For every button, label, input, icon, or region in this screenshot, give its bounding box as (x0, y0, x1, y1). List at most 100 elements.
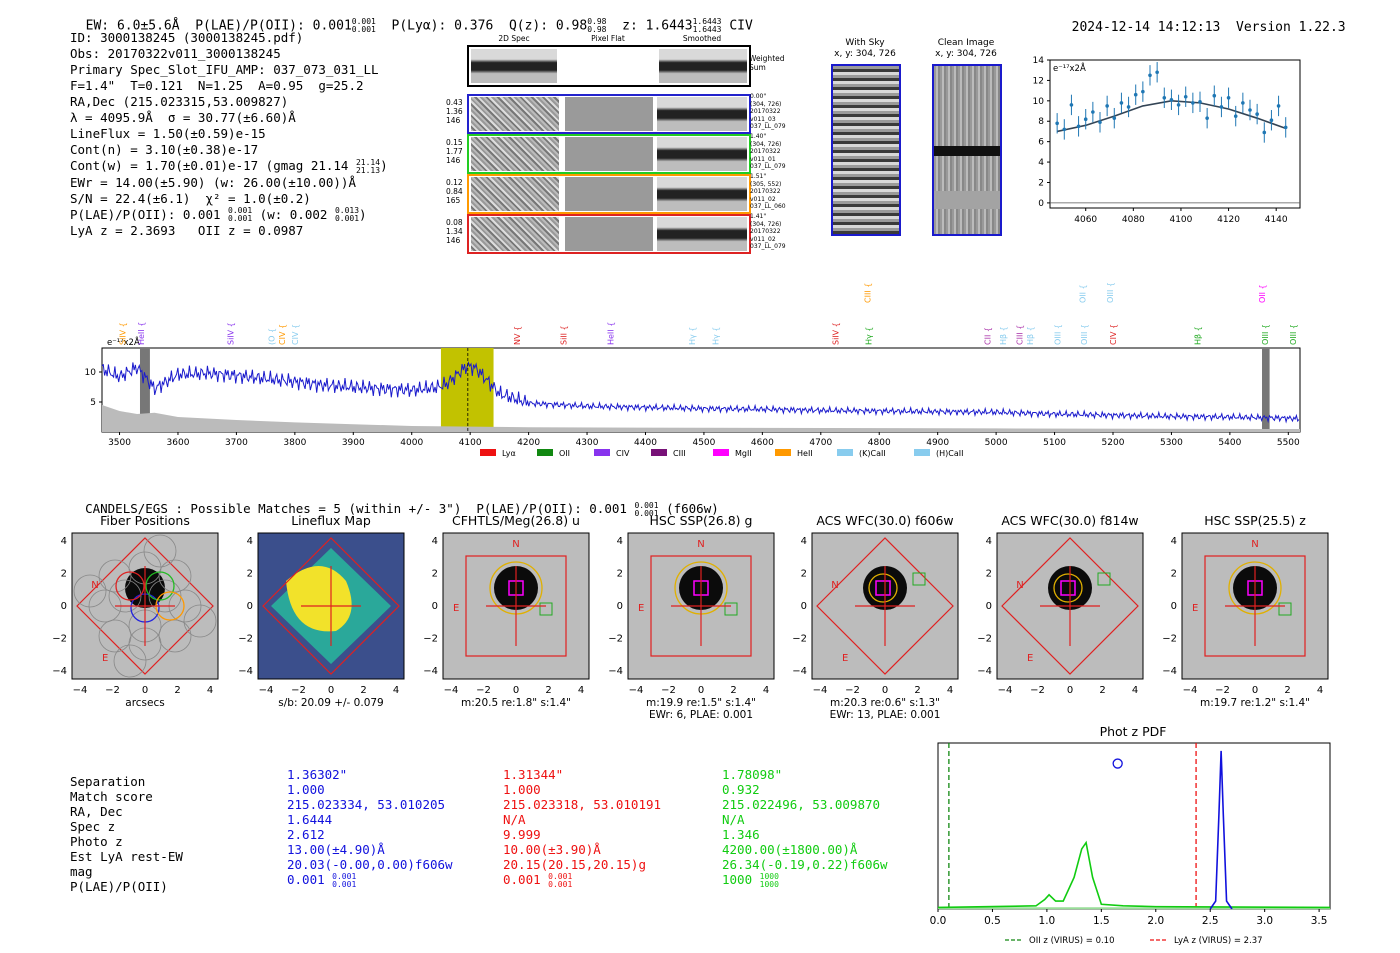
pz-xtick-label: 2.5 (1202, 915, 1219, 927)
thumb-ytick-label: −4 (238, 666, 253, 677)
thumb-xtick-label: 4 (578, 685, 584, 696)
thumb-xtick-label: −4 (1183, 685, 1198, 696)
compass-east: E (102, 653, 108, 664)
zoom-data-point (1155, 70, 1159, 75)
zoom-data-point (1119, 101, 1124, 105)
match-column-2: 1.78098" 0.932 215.022496, 53.009870 N/A 1.3… (722, 767, 888, 889)
spectrum-xtick-label: 4800 (868, 438, 891, 448)
header-line: CIV (729, 18, 753, 34)
thumb-ytick-label: 4 (986, 536, 992, 547)
zoom-ytick-label: 2 (1038, 178, 1044, 188)
zoom-data-point (1091, 110, 1095, 114)
thumb-footprint (1001, 537, 1139, 675)
thumb-match-marker (875, 580, 891, 596)
thumb-title: HSC SSP(25.5) z (1204, 513, 1306, 528)
flux-peak-region (286, 566, 352, 632)
pz-xtick-label: 3.0 (1256, 915, 1273, 927)
fiber-secondary (145, 571, 175, 601)
cutout-row-3 (467, 214, 751, 254)
thumb-panel-flux: 4 2 0 −2 −4 −4 −2 0 2 4 (238, 532, 405, 696)
zoom-data-point (1255, 112, 1259, 116)
spectrum-xtick-label: 4700 (809, 438, 832, 448)
thumb-ytick-label: 4 (247, 536, 253, 547)
fiber-circle (143, 534, 177, 568)
cutout-row-1-stats: 0.15 1.77 146 (446, 138, 463, 165)
header-ew: EW: 6.0±5.6Å (85, 18, 180, 34)
spectrum-legend-label: HeII (797, 449, 813, 458)
thumb-xtick-label: 2 (360, 685, 366, 696)
match-value: 4200.00(±1800.00)Å (722, 842, 858, 857)
thumb-xtick-label: 4 (1132, 685, 1138, 696)
spectrum-xtick-label: 4500 (692, 438, 715, 448)
thumb-ytick-label: 2 (986, 569, 992, 580)
thumb-footprint (1204, 555, 1306, 657)
zoom-data-point (1241, 101, 1245, 105)
thumb-panel-square: N E 4 2 0 −2 −4 −4 −2 0 2 4 (423, 532, 590, 696)
catalog-filter: (f606w) (666, 501, 719, 516)
thumb-ytick-label: 2 (61, 569, 67, 580)
compass-east: E (1192, 603, 1198, 614)
spectrum-xtick-label: 5200 (1102, 438, 1125, 448)
thumb-ytick-label: −2 (423, 634, 438, 645)
header-timestamp-block: 2024-12-14 14:12:13 Version 1.22.3 (1056, 5, 1346, 35)
info-id: ID: 3000138245 (3000138245.pdf) (70, 30, 304, 45)
match-value: 215.023334, 53.010205 (287, 797, 446, 812)
spectrum-legend-swatch (775, 449, 791, 456)
thumb-xtick-label: 0 (513, 685, 519, 696)
info-ewr: EWr = 14.00(±5.90) (w: 26.00(±10.00))Å (70, 174, 356, 190)
zoom-ytick-label: 12 (1033, 76, 1044, 86)
header-plae-range: 0.001 0.001 (351, 17, 376, 34)
zoom-data-point (1219, 105, 1224, 109)
spectrum-line-label: SiIV { (227, 322, 236, 345)
match-value: 1.000 (503, 782, 541, 797)
compass-east: E (842, 653, 848, 664)
cutout-pixelflat (565, 217, 653, 251)
weighted-sum-cutout (467, 45, 751, 87)
thumb-panel-square: N E 4 2 0 −2 −4 −4 −2 0 2 4 (1162, 532, 1329, 696)
match-label: Match score (70, 789, 153, 804)
spectrum-line-label: (O { (267, 328, 276, 345)
info-slot: Primary Spec_Slot_IFU_AMP: 037_073_031_L… (70, 62, 379, 77)
pz-xtick-label: 3.5 (1311, 915, 1328, 927)
cutout-row-3-stats: 0.08 1.34 146 (446, 218, 463, 245)
info-radec: RA,Dec (215.023315,53.009827) (70, 94, 289, 109)
match-labels: Separation Match score RA, Dec Spec z Photo … (70, 774, 183, 894)
zoom-data-point (1262, 130, 1267, 135)
header-plae: P(LAE)/P(OII): 0.001 (195, 18, 352, 34)
match-value: 26.34(-0.19,0.22)f606w (722, 857, 888, 872)
cutout-row-2 (467, 174, 751, 214)
weighted-smoothed (659, 49, 747, 83)
zoom-data-point (1105, 104, 1109, 108)
match-value: 215.022496, 53.009870 (722, 797, 881, 812)
thumb-ytick-label: 4 (61, 536, 67, 547)
zoom-data-point (1062, 127, 1067, 132)
spectrum-xtick-label: 4000 (400, 438, 423, 448)
thumb-xtick-label: −2 (291, 685, 306, 696)
clean-masked-band (934, 191, 1000, 209)
col-header-smoothed: Smoothed (682, 34, 722, 43)
thumb-footprint (650, 555, 752, 657)
spectrum-legend-swatch (594, 449, 610, 456)
thumb-xtick-label: 0 (698, 685, 704, 696)
info-sn: S/N = 22.4(±6.1) χ² = 1.0(±0.2) (70, 190, 311, 206)
match-value: 215.023318, 53.010191 (503, 797, 662, 812)
thumb-xtick-label: 2 (1099, 685, 1105, 696)
spectrum-flux-line (101, 361, 1300, 424)
compass-north: N (91, 580, 98, 591)
thumb-caption: m:20.3 re:0.6" s:1.3" (830, 697, 940, 709)
spectrum-legend-swatch (914, 449, 930, 456)
clean-image (932, 64, 1002, 236)
match-plae: 0.001 0.001 0.001 (503, 871, 573, 889)
zoom-ytick-label: 10 (1033, 97, 1045, 107)
compass-north: N (1251, 539, 1258, 550)
thumb-xtick-label: −2 (845, 685, 860, 696)
zoom-data-point (1069, 103, 1074, 107)
info-contw: Cont(w) = 1.70(±0.01)e-17 (gmag 21.14 21… (70, 157, 388, 175)
pz-blue-pdf (1209, 750, 1233, 910)
spectrum-ytick-label: 5 (90, 398, 96, 408)
thumb-xtick-label: 0 (328, 685, 334, 696)
thumb-caption: s/b: 20.09 +/- 0.079 (278, 697, 384, 709)
thumb-title: CFHTLS/Meg(26.8) u (452, 513, 580, 528)
thumb-xtick-label: 0 (1067, 685, 1073, 696)
cutout-pixelflat (565, 97, 653, 131)
